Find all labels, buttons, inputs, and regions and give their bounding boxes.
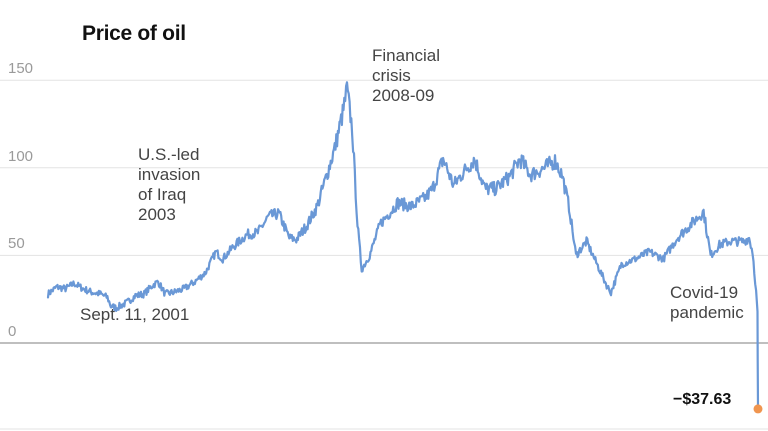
y-tick-label: 150 [8,60,34,78]
gridlines [0,79,768,430]
annotation-sept11: Sept. 11, 2001 [80,305,190,324]
annotation-line: of Iraq [138,185,187,204]
y-tick-label: 100 [8,147,34,165]
y-tick-label: 0 [8,323,17,340]
annotation-line: invasion [138,165,201,184]
annotation-covid: Covid-19 pandemic [670,283,744,323]
annotation-line: Financial [372,46,441,65]
annotation-line: pandemic [670,303,744,322]
endpoint-marker [753,404,763,414]
annotation-line: 2008-09 [372,86,435,105]
annotation-line: Covid-19 [670,283,739,302]
annotation-line: crisis [372,66,411,85]
annotation-financial-crisis: Financial crisis 2008-09 [372,46,440,106]
y-tick-label: 50 [8,235,25,253]
chart-title: Price of oil [82,22,186,45]
annotation-iraq: U.S.-led invasion of Iraq 2003 [138,145,200,225]
annotation-line: 2003 [138,205,176,224]
annotation-line: U.S.-led [138,145,200,164]
price-line [46,81,760,410]
last-value-label: −$37.63 [673,391,732,408]
